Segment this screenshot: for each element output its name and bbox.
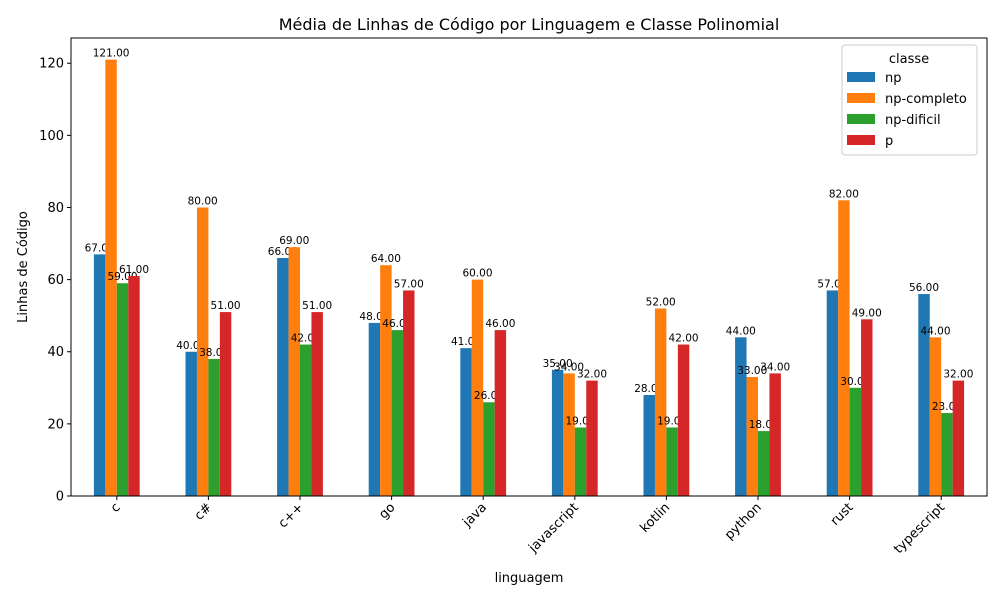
bar-p-c — [128, 276, 140, 496]
bar-np-completo-rust — [838, 200, 850, 496]
bar-p-java — [494, 330, 507, 496]
data-label-np-c++: 66.00 — [268, 246, 298, 258]
bar-np-dificil-c# — [208, 358, 220, 496]
bar-p-typescript — [952, 380, 965, 496]
bar-p-go — [403, 290, 415, 496]
bar-np-python — [735, 337, 747, 496]
bar-np-typescript — [918, 294, 930, 496]
legend: classe np np-completo np-dificil p — [841, 44, 978, 156]
bar-np-javascript — [551, 369, 564, 496]
data-label-p-java: 46.00 — [485, 318, 515, 330]
bar-p-c# — [219, 312, 232, 496]
legend-swatch-np — [847, 72, 875, 82]
data-label-p-c++: 51.00 — [302, 300, 332, 312]
x-tick-label-kotlin: kotlin — [637, 500, 673, 536]
y-tick-label: 40 — [47, 345, 64, 360]
bar-np-rust — [826, 290, 839, 496]
data-label-p-c#: 51.00 — [211, 300, 241, 312]
legend-frame — [841, 44, 978, 156]
legend-label-np-dificil: np-dificil — [885, 113, 941, 128]
x-tick-label-javascript: javascript — [525, 500, 581, 556]
bar-np-c — [93, 254, 106, 496]
bar-p-python — [769, 373, 781, 496]
bar-np-completo-go — [380, 265, 392, 496]
x-tick-label-rust: rust — [828, 500, 857, 529]
x-tick-label-c: c — [108, 500, 124, 516]
data-label-np-python: 44.00 — [726, 325, 756, 337]
bar-np-dificil-c — [116, 283, 129, 496]
data-label-np-completo-rust: 82.00 — [829, 188, 859, 200]
data-label-np-completo-kotlin: 52.00 — [646, 296, 676, 308]
bar-p-javascript — [586, 380, 598, 496]
legend-swatch-np-completo — [847, 93, 875, 103]
bar-np-completo-java — [471, 279, 484, 496]
data-label-np-completo-python: 33.00 — [737, 365, 767, 377]
data-label-p-kotlin: 42.00 — [669, 333, 699, 345]
data-label-np-completo-c#: 80.00 — [188, 196, 218, 208]
data-label-np-completo-c: 121.00 — [93, 48, 130, 60]
y-axis-label: Linhas de Código — [16, 211, 31, 323]
bar-np-dificil-go — [391, 330, 404, 496]
data-label-np-completo-typescript: 44.00 — [920, 325, 950, 337]
data-label-np-javascript: 35.00 — [543, 358, 573, 370]
y-tick-label: 60 — [47, 273, 64, 288]
data-label-np-typescript: 56.00 — [909, 282, 939, 294]
bar-np-dificil-rust — [849, 387, 862, 496]
y-tick-label: 80 — [47, 201, 64, 216]
bar-np-completo-c# — [196, 207, 209, 496]
legend-swatch-p — [847, 135, 875, 145]
x-tick-label-python: python — [722, 500, 765, 543]
bar-p-c++ — [311, 312, 323, 496]
bar-np-dificil-kotlin — [666, 427, 678, 496]
bar-np-completo-c++ — [288, 247, 300, 496]
legend-label-np: np — [885, 71, 902, 86]
bar-np-dificil-python — [758, 431, 770, 496]
data-label-p-c: 61.00 — [119, 264, 149, 276]
bar-p-rust — [861, 319, 873, 496]
x-axis-label: linguagem — [495, 571, 564, 586]
bar-np-completo-kotlin — [654, 308, 667, 496]
data-label-p-javascript: 32.00 — [577, 369, 607, 381]
legend-swatch-np-dificil — [847, 114, 875, 124]
y-tick-label: 120 — [39, 57, 64, 72]
bar-p-kotlin — [677, 344, 690, 496]
x-tick-label-java: java — [459, 500, 490, 531]
bar-np-completo-python — [746, 376, 758, 496]
bar-np-completo-typescript — [929, 337, 942, 496]
x-tick-label-c#: c# — [192, 500, 215, 523]
bar-np-dificil-javascript — [574, 427, 587, 496]
data-label-np-completo-go: 64.00 — [371, 253, 401, 265]
legend-label-np-completo: np-completo — [885, 92, 967, 107]
bar-np-completo-javascript — [563, 373, 575, 496]
bar-np-java — [460, 348, 472, 496]
bar-np-c++ — [277, 257, 289, 496]
bar-np-dificil-c++ — [300, 344, 312, 496]
x-tick-label-c++: c++ — [276, 500, 307, 531]
bar-np-dificil-java — [483, 402, 495, 496]
plot-frame — [70, 37, 988, 497]
data-label-p-python: 34.00 — [760, 361, 790, 373]
x-tick-label-typescript: typescript — [891, 500, 948, 557]
bar-np-dificil-typescript — [941, 413, 953, 496]
data-label-p-typescript: 32.00 — [943, 369, 973, 381]
data-label-np-completo-javascript: 34.00 — [554, 361, 584, 373]
data-label-p-go: 57.00 — [394, 278, 424, 290]
y-tick-label: 100 — [39, 129, 64, 144]
chart-title: Média de Linhas de Código por Linguagem … — [279, 15, 780, 34]
bar-np-c# — [185, 351, 197, 496]
x-tick-label-go: go — [376, 500, 398, 522]
bar-np-go — [368, 322, 381, 496]
legend-label-p: p — [885, 134, 893, 149]
data-label-np-completo-java: 60.00 — [462, 268, 492, 280]
data-label-p-rust: 49.00 — [852, 307, 882, 319]
legend-title: classe — [889, 52, 929, 67]
y-tick-label: 0 — [56, 490, 64, 505]
y-tick-label: 20 — [47, 417, 64, 432]
bar-np-kotlin — [643, 395, 655, 496]
bar-np-completo-c — [105, 59, 117, 496]
data-label-np-completo-c++: 69.00 — [279, 235, 309, 247]
